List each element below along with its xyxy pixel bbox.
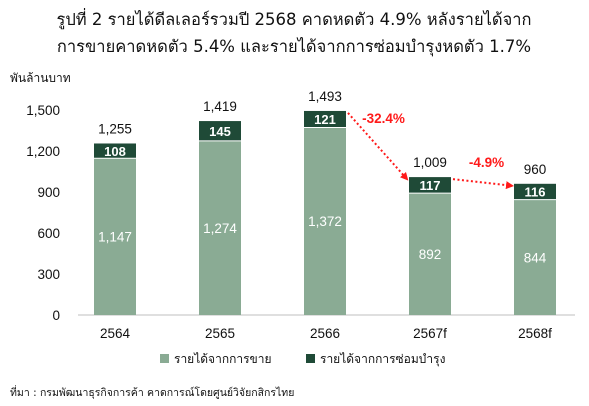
data-label-sales-2564: 1,147 xyxy=(98,230,132,245)
bar-sales-2564 xyxy=(94,158,136,315)
x-tick-label-2564: 2564 xyxy=(100,326,131,341)
data-label-maintenance-2567f: 117 xyxy=(420,178,441,193)
y-tick-label: 600 xyxy=(37,226,60,241)
legend-swatch-1 xyxy=(160,354,169,363)
bar-sales-2567f xyxy=(409,193,451,315)
legend-label-1: รายได้จากการขาย xyxy=(174,352,272,366)
source-note: ที่มา : กรมพัฒนาธุรกิจการค้า คาดการณ์โดย… xyxy=(10,385,294,399)
change-arrow-2 xyxy=(452,178,514,190)
total-label-2568f: 960 xyxy=(524,162,547,177)
legend-label-2: รายได้จากการซ่อมบำรุง xyxy=(320,352,445,367)
plot-area: 0 300 600 900 1,200 1,500 1,147 108 1,255 2564 1,2… xyxy=(26,89,575,341)
x-tick-label-2566: 2566 xyxy=(310,326,340,341)
data-label-sales-2568f: 844 xyxy=(524,250,547,265)
bar-maintenance-2567f xyxy=(409,177,451,194)
total-label-2567f: 1,009 xyxy=(413,155,447,170)
y-tick-label: 1,200 xyxy=(26,144,60,159)
total-label-2564: 1,255 xyxy=(98,121,132,136)
y-axis-unit-label: พันล้านบาท xyxy=(10,71,71,85)
bar-sales-2565 xyxy=(199,140,241,315)
y-tick-label: 900 xyxy=(37,185,60,200)
data-label-maintenance-2568f: 116 xyxy=(525,185,546,200)
data-label-maintenance-2565: 145 xyxy=(209,124,231,139)
bar-sales-2568f xyxy=(514,199,556,315)
data-label-maintenance-2566: 121 xyxy=(314,112,336,127)
data-label-maintenance-2564: 108 xyxy=(104,144,126,159)
x-tick-label-2568f: 2568f xyxy=(518,326,552,341)
x-tick-label-2565: 2565 xyxy=(205,326,235,341)
bar-maintenance-2568f xyxy=(514,183,556,200)
bar-sales-2566 xyxy=(304,127,346,315)
total-label-2566: 1,493 xyxy=(308,89,342,104)
change-label-1: -32.4% xyxy=(362,111,405,126)
chart-title-line-2: การขายคาดหดตัว 5.4% และรายได้จากการซ่อมบ… xyxy=(57,37,531,57)
y-tick-label: 300 xyxy=(37,267,60,282)
legend-swatch-2 xyxy=(306,354,315,363)
data-label-sales-2567f: 892 xyxy=(419,247,442,262)
data-label-sales-2565: 1,274 xyxy=(203,221,237,236)
change-label-2: -4.9% xyxy=(469,155,504,170)
bar-maintenance-2566 xyxy=(304,110,346,128)
chart-title-line-1: รูปที่ 2 รายได้ดีลเลอร์รวมปี 2568 คาดหดต… xyxy=(56,8,531,30)
y-tick-label: 0 xyxy=(52,308,60,323)
legend: รายได้จากการขาย รายได้จากการซ่อมบำรุง xyxy=(160,352,445,367)
y-tick-label: 1,500 xyxy=(26,103,60,118)
x-tick-label-2567f: 2567f xyxy=(413,326,447,341)
bar-maintenance-2565 xyxy=(199,121,241,141)
data-label-sales-2566: 1,372 xyxy=(308,214,342,229)
total-label-2565: 1,419 xyxy=(203,99,237,114)
change-arrow-1 xyxy=(347,112,409,181)
bar-maintenance-2564 xyxy=(94,143,136,159)
